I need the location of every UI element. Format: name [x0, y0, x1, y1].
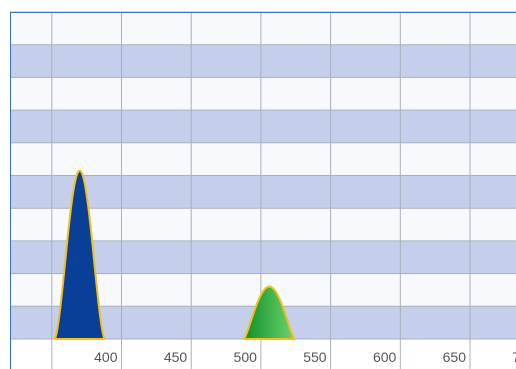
x-axis-ticks: 400 450 500 550 600 650 700: [94, 349, 516, 365]
x-tick-label: 450: [164, 349, 188, 365]
grid-band: [10, 110, 516, 143]
grid-band: [10, 175, 516, 209]
grid-band: [10, 77, 516, 111]
x-tick-label: 650: [443, 349, 467, 365]
grid-band: [10, 44, 516, 78]
grid-lines: [10, 11, 516, 369]
grid-band: [10, 208, 516, 241]
spectrum-peak-1: [53, 169, 106, 340]
grid-band: [10, 12, 516, 45]
x-tick-label: 400: [94, 349, 118, 365]
spectrum-peaks: [53, 169, 296, 340]
spectrum-peak-2: [243, 285, 296, 340]
x-tick-label: 500: [234, 349, 258, 365]
x-tick-label: 700: [512, 349, 516, 365]
grid-band: [10, 142, 516, 176]
x-tick-label: 550: [303, 349, 327, 365]
x-tick-label: 600: [373, 349, 397, 365]
